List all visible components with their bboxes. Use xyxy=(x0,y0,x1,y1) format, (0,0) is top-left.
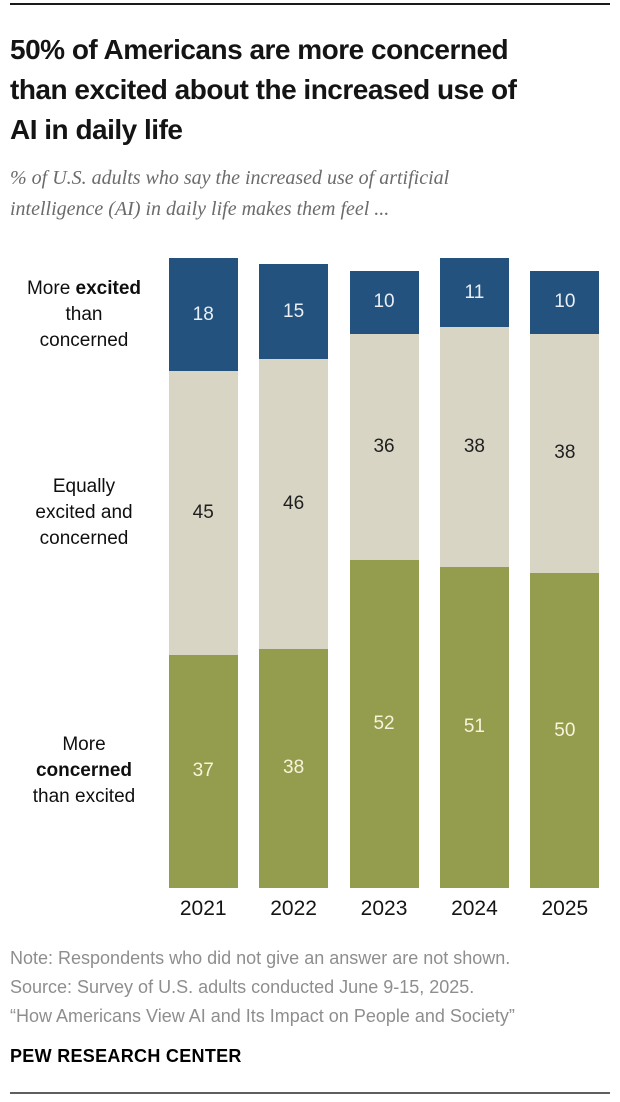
footer: Note: Respondents who did not give an an… xyxy=(10,944,610,1031)
chart: More excited than concerned Equally excited … xyxy=(10,258,610,888)
bar-value-label: 46 xyxy=(283,492,305,514)
bar-stack: 15 46 38 xyxy=(259,264,329,888)
row-label-line: concerned xyxy=(39,329,129,351)
subtitle-line: intelligence (AI) in daily life makes th… xyxy=(10,198,390,220)
bar-value-label: 38 xyxy=(283,757,305,779)
bar-column-2025: 10 38 50 xyxy=(520,258,610,888)
chart-bars-area: 18 45 37 15 46 38 10 36 52 11 38 51 10 38 50 xyxy=(158,258,610,888)
bar-value-label: 38 xyxy=(554,442,576,464)
bar-value-label: 45 xyxy=(192,502,214,524)
bar-column-2024: 11 38 51 xyxy=(429,258,519,888)
brand-pew-research-center: PEW RESEARCH CENTER xyxy=(10,1046,242,1066)
bar-segment: 50 xyxy=(530,573,600,888)
bar-stack: 11 38 51 xyxy=(439,258,509,888)
row-label-line: More excited xyxy=(26,277,142,299)
footer-source: Source: Survey of U.S. adults conducted … xyxy=(10,977,475,997)
bar-segment: 38 xyxy=(439,327,509,567)
bar-value-label: 11 xyxy=(464,281,485,303)
bar-value-label: 50 xyxy=(554,719,576,741)
row-label: More concerned than excited xyxy=(10,732,158,810)
bar-value-label: 51 xyxy=(463,716,485,738)
bar-value-label: 15 xyxy=(283,300,305,322)
row-label: More excited than concerned xyxy=(10,276,158,354)
bar-value-label: 38 xyxy=(463,436,485,457)
bar-segment: 36 xyxy=(349,333,419,561)
row-label-line: More xyxy=(62,734,106,756)
bar-column-2021: 18 45 37 xyxy=(158,258,248,888)
x-axis-tick-label: 2021 xyxy=(179,897,227,920)
bar-segment: 15 xyxy=(259,264,329,359)
subtitle-line: % of U.S. adults who say the increased u… xyxy=(10,167,450,189)
bar-value-label: 10 xyxy=(373,291,395,313)
bar-segment: 38 xyxy=(530,333,600,573)
row-label-line: than excited xyxy=(32,786,136,808)
page-title: 50% of Americans are more concerned than … xyxy=(10,30,610,150)
title-line: than excited about the increased use of xyxy=(10,74,517,105)
bar-column-2023: 10 36 52 xyxy=(339,258,429,888)
bar-value-label: 36 xyxy=(373,436,395,457)
bar-segment: 46 xyxy=(259,358,329,649)
row-label-line: concerned xyxy=(35,760,133,782)
footer-report-title: “How Americans View AI and Its Impact on… xyxy=(10,1006,515,1026)
x-axis-tick-label: 2024 xyxy=(451,897,498,920)
page-subtitle: % of U.S. adults who say the increased u… xyxy=(10,163,610,225)
x-axis-tick-label: 2023 xyxy=(360,897,408,920)
top-rule xyxy=(10,3,610,5)
footer-note: Note: Respondents who did not give an an… xyxy=(10,948,511,968)
row-label-line: excited and xyxy=(35,502,133,524)
x-axis-spacer xyxy=(10,897,158,921)
bar-segment: 11 xyxy=(439,258,509,328)
row-label: Equally excited and concerned xyxy=(10,474,158,552)
row-label-line: Equally xyxy=(52,476,116,498)
bar-value-label: 10 xyxy=(554,291,576,313)
title-line: 50% of Americans are more concerned xyxy=(10,34,509,65)
chart-row-labels: More excited than concerned Equally excited … xyxy=(10,258,158,888)
row-label-line: than xyxy=(65,303,103,325)
bar-segment: 18 xyxy=(168,258,238,372)
bar-segment: 38 xyxy=(259,648,329,888)
x-axis-ticks: 2021 2022 2023 2024 2025 xyxy=(158,897,610,921)
bar-segment: 10 xyxy=(530,270,600,334)
x-axis-tick-label: 2025 xyxy=(541,897,589,920)
bar-segment: 10 xyxy=(349,270,419,334)
bar-segment: 45 xyxy=(168,371,238,655)
bar-segment: 51 xyxy=(439,566,509,888)
row-label-line: concerned xyxy=(39,528,129,550)
bar-value-label: 52 xyxy=(373,713,395,735)
bar-stack: 10 38 50 xyxy=(530,270,600,888)
bar-stack: 18 45 37 xyxy=(168,258,238,888)
bar-segment: 37 xyxy=(168,654,238,888)
bottom-rule xyxy=(10,1092,610,1094)
x-axis-tick-label: 2022 xyxy=(270,897,317,920)
bar-value-label: 37 xyxy=(192,760,214,782)
x-axis: 2021 2022 2023 2024 2025 xyxy=(10,888,610,921)
bar-segment: 52 xyxy=(349,560,419,888)
title-line: AI in daily life xyxy=(10,114,183,145)
bar-column-2022: 15 46 38 xyxy=(248,258,338,888)
bar-stack: 10 36 52 xyxy=(349,270,419,888)
bar-value-label: 18 xyxy=(192,303,214,325)
